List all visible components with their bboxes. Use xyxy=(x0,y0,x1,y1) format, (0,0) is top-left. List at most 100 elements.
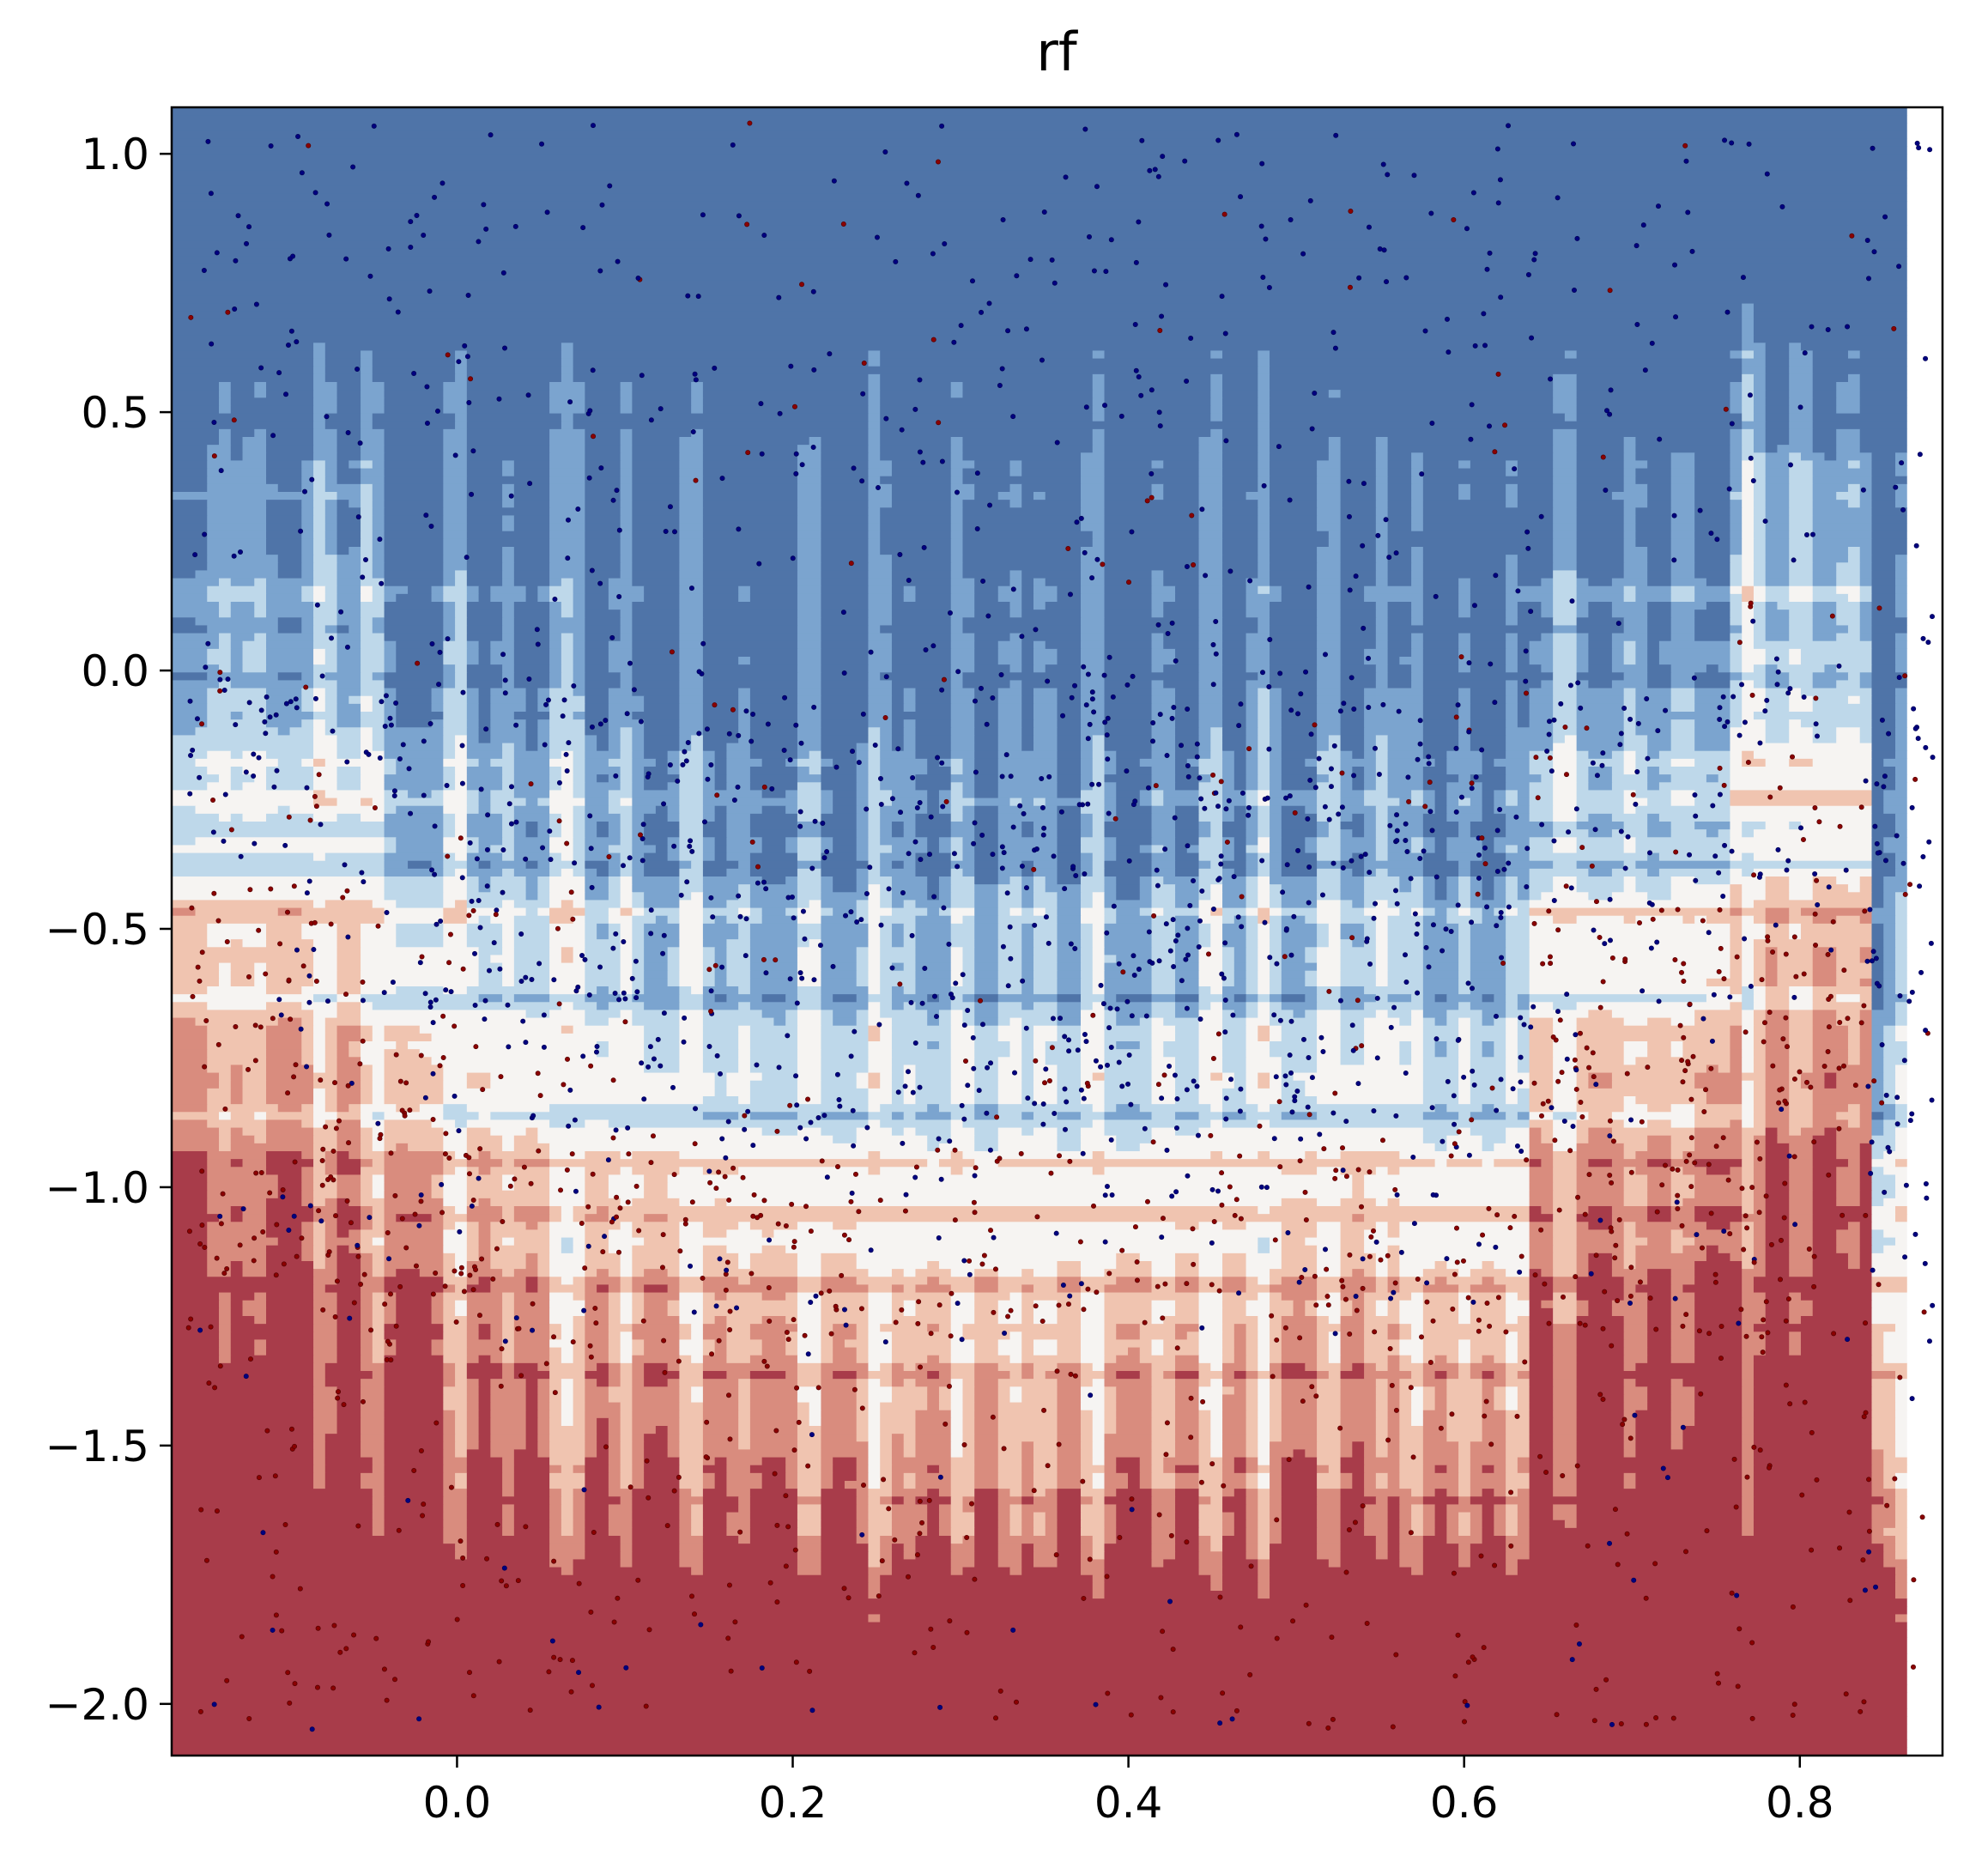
contour-cell xyxy=(880,955,917,964)
contour-cell xyxy=(1057,892,1082,901)
contour-cell xyxy=(336,452,361,462)
contour-cell xyxy=(1340,570,1377,579)
contour-cell xyxy=(1906,178,1943,187)
contour-cell xyxy=(927,805,940,815)
contour-cell xyxy=(1375,578,1389,587)
contour-cell xyxy=(1789,390,1814,398)
contour-cell xyxy=(891,585,905,595)
contour-cell xyxy=(1233,758,1247,767)
contour-cell xyxy=(324,900,373,909)
contour-cell xyxy=(478,688,491,697)
contour-cell xyxy=(1411,547,1424,555)
contour-cell xyxy=(632,428,692,438)
contour-cell xyxy=(1647,648,1660,658)
contour-cell xyxy=(797,750,810,760)
contour-cell xyxy=(466,358,562,367)
contour-cell xyxy=(1104,813,1117,822)
contour-cell xyxy=(466,822,503,830)
contour-cell xyxy=(1812,876,1837,885)
contour-cell xyxy=(962,845,975,854)
contour-cell xyxy=(1694,507,1731,517)
contour-cell xyxy=(1175,970,1200,980)
contour-cell xyxy=(384,617,444,627)
contour-cell xyxy=(172,358,314,367)
contour-cell xyxy=(950,790,964,799)
contour-cell xyxy=(1906,428,1943,438)
contour-cell xyxy=(172,907,197,917)
contour-cell xyxy=(549,680,562,689)
contour-cell xyxy=(361,750,385,760)
contour-cell xyxy=(1175,837,1200,846)
contour-cell xyxy=(1906,978,1943,987)
contour-cell xyxy=(1470,907,1483,917)
contour-cell xyxy=(903,860,917,870)
contour-cell xyxy=(962,625,1082,634)
contour-cell xyxy=(1789,876,1814,885)
contour-cell xyxy=(797,884,822,893)
contour-cell xyxy=(679,907,704,917)
contour-cell xyxy=(585,483,621,493)
contour-cell xyxy=(1364,743,1377,752)
contour-cell xyxy=(891,460,952,470)
contour-cell xyxy=(797,531,822,540)
contour-cell xyxy=(1635,837,1731,846)
contour-cell xyxy=(856,868,870,877)
contour-cell xyxy=(821,805,833,815)
contour-cell xyxy=(561,955,574,964)
contour-cell xyxy=(172,476,208,485)
contour-cell xyxy=(549,829,562,838)
contour-cell xyxy=(1422,585,1459,595)
contour-cell xyxy=(396,939,444,948)
contour-cell xyxy=(172,452,208,462)
contour-cell xyxy=(679,640,704,650)
contour-cell xyxy=(313,382,338,391)
contour-cell xyxy=(313,538,326,548)
contour-cell xyxy=(1506,460,1518,470)
contour-cell xyxy=(1151,978,1176,987)
contour-cell xyxy=(502,947,515,956)
contour-cell xyxy=(585,970,621,980)
contour-cell xyxy=(585,390,621,398)
contour-cell xyxy=(880,350,1094,360)
contour-cell xyxy=(1198,538,1223,548)
contour-cell xyxy=(1104,860,1153,870)
contour-cell xyxy=(1517,657,1530,665)
contour-cell xyxy=(1222,735,1247,744)
contour-cell xyxy=(1694,798,1731,807)
contour-cell xyxy=(797,758,822,767)
contour-cell xyxy=(1836,405,1861,415)
contour-cell xyxy=(1871,507,1908,517)
contour-cell xyxy=(1340,547,1377,555)
contour-cell xyxy=(679,813,704,822)
contour-cell xyxy=(856,876,870,885)
contour-cell xyxy=(1506,798,1518,807)
contour-cell xyxy=(997,585,1022,595)
contour-cell xyxy=(608,664,633,673)
contour-cell xyxy=(1387,955,1424,964)
contour-cell xyxy=(1270,405,1554,415)
contour-cell xyxy=(1623,876,1637,885)
contour-cell xyxy=(880,931,893,940)
contour-cell xyxy=(443,476,468,485)
contour-cell xyxy=(1375,460,1389,470)
contour-cell xyxy=(1021,939,1034,948)
contour-cell xyxy=(997,876,1011,885)
contour-cell xyxy=(891,578,952,587)
contour-cell xyxy=(927,884,940,893)
contour-cell xyxy=(1222,476,1258,485)
contour-cell xyxy=(1588,774,1613,783)
contour-cell xyxy=(856,782,870,792)
contour-cell xyxy=(230,640,244,650)
contour-cell xyxy=(336,610,361,618)
contour-cell xyxy=(207,695,267,705)
contour-cell xyxy=(1894,578,1908,587)
contour-cell xyxy=(1871,657,1896,665)
contour-cell xyxy=(1894,695,1908,705)
contour-cell xyxy=(1340,555,1377,563)
contour-cell xyxy=(1270,822,1282,830)
contour-cell xyxy=(1092,939,1106,948)
contour-cell xyxy=(1151,876,1164,885)
contour-cell xyxy=(632,962,645,972)
contour-cell xyxy=(1730,719,1743,728)
contour-cell xyxy=(1081,868,1094,877)
